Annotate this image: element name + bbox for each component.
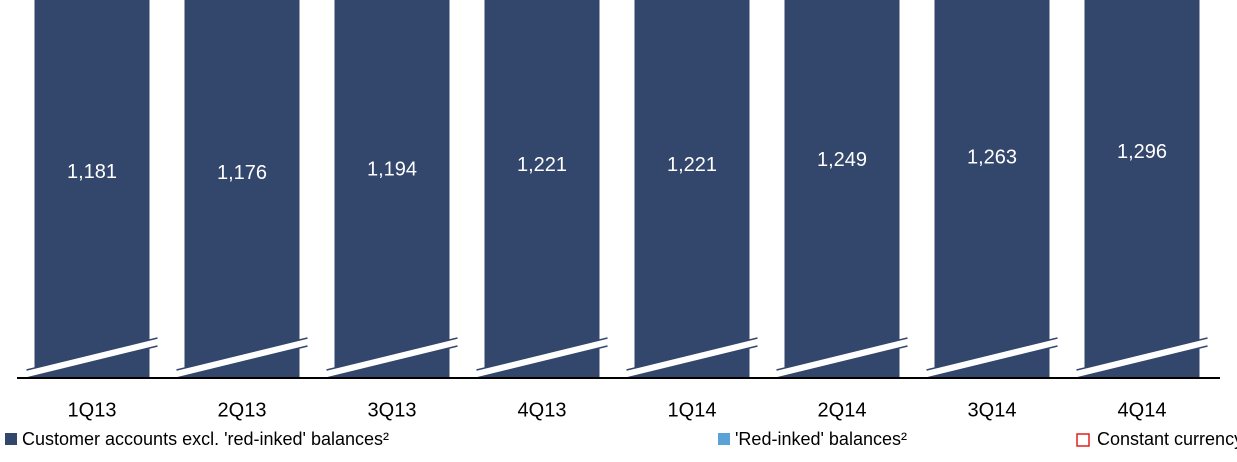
- axis-break-line: [476, 345, 608, 379]
- legend-label: Constant currency basis¹: [1097, 429, 1237, 449]
- axis-break-line: [26, 337, 158, 371]
- axis-break: [26, 338, 158, 378]
- x-tick-label: 3Q13: [368, 399, 417, 421]
- data-label: 1,249: [817, 149, 867, 171]
- axis-break-line: [776, 337, 908, 371]
- bar-segment: [34, 0, 150, 378]
- bar-segment: [334, 0, 450, 379]
- bar-segment: [484, 0, 600, 379]
- axis-break-line: [26, 345, 158, 379]
- axis-break: [326, 338, 458, 378]
- legend-label: 'Red-inked' balances²: [735, 429, 907, 449]
- axis-break-line: [1076, 337, 1208, 371]
- axis-break-line: [326, 337, 458, 371]
- bar-segment: [1084, 0, 1200, 378]
- bar-segment: [634, 0, 750, 379]
- data-label: 1,221: [667, 154, 717, 176]
- axis-break-line: [626, 337, 758, 371]
- legend-swatch: [1076, 433, 1090, 447]
- axis-break-line: [176, 345, 308, 379]
- data-label: 1,194: [367, 159, 417, 181]
- axis-break: [1076, 338, 1208, 378]
- axis-break-line: [626, 345, 758, 379]
- data-label: 1,296: [1117, 141, 1167, 163]
- axis-break: [926, 338, 1058, 378]
- axis-break-line: [926, 337, 1058, 371]
- bar-segment: [934, 0, 1050, 378]
- data-label: 1,221: [517, 154, 567, 176]
- axis-break-line: [926, 345, 1058, 379]
- axis-break: [476, 338, 608, 378]
- legend-swatch: [718, 433, 730, 445]
- axis-break-line: [326, 345, 458, 379]
- bar-segment: [184, 0, 300, 379]
- axis-break: [776, 338, 908, 378]
- axis-break-line: [476, 337, 608, 371]
- x-tick-label: 3Q14: [968, 399, 1017, 421]
- axis-break-line: [1076, 345, 1208, 379]
- axis-break: [626, 338, 758, 378]
- x-tick-label: 1Q14: [668, 399, 717, 421]
- x-tick-label: 2Q14: [818, 399, 867, 421]
- x-tick-label: 4Q14: [1118, 399, 1167, 421]
- axis-break-line: [776, 345, 908, 379]
- data-label: 1,176: [217, 162, 267, 184]
- data-label: 1,181: [67, 161, 117, 183]
- x-tick-label: 1Q13: [68, 399, 117, 421]
- legend-label: Customer accounts excl. 'red-inked' bala…: [22, 429, 389, 449]
- data-label: 1,263: [967, 147, 1017, 169]
- axis-break-line: [176, 337, 308, 371]
- axis-break: [176, 338, 308, 378]
- bar-segment: [784, 0, 900, 379]
- x-tick-label: 2Q13: [218, 399, 267, 421]
- x-tick-label: 4Q13: [518, 399, 567, 421]
- legend-swatch: [5, 433, 17, 445]
